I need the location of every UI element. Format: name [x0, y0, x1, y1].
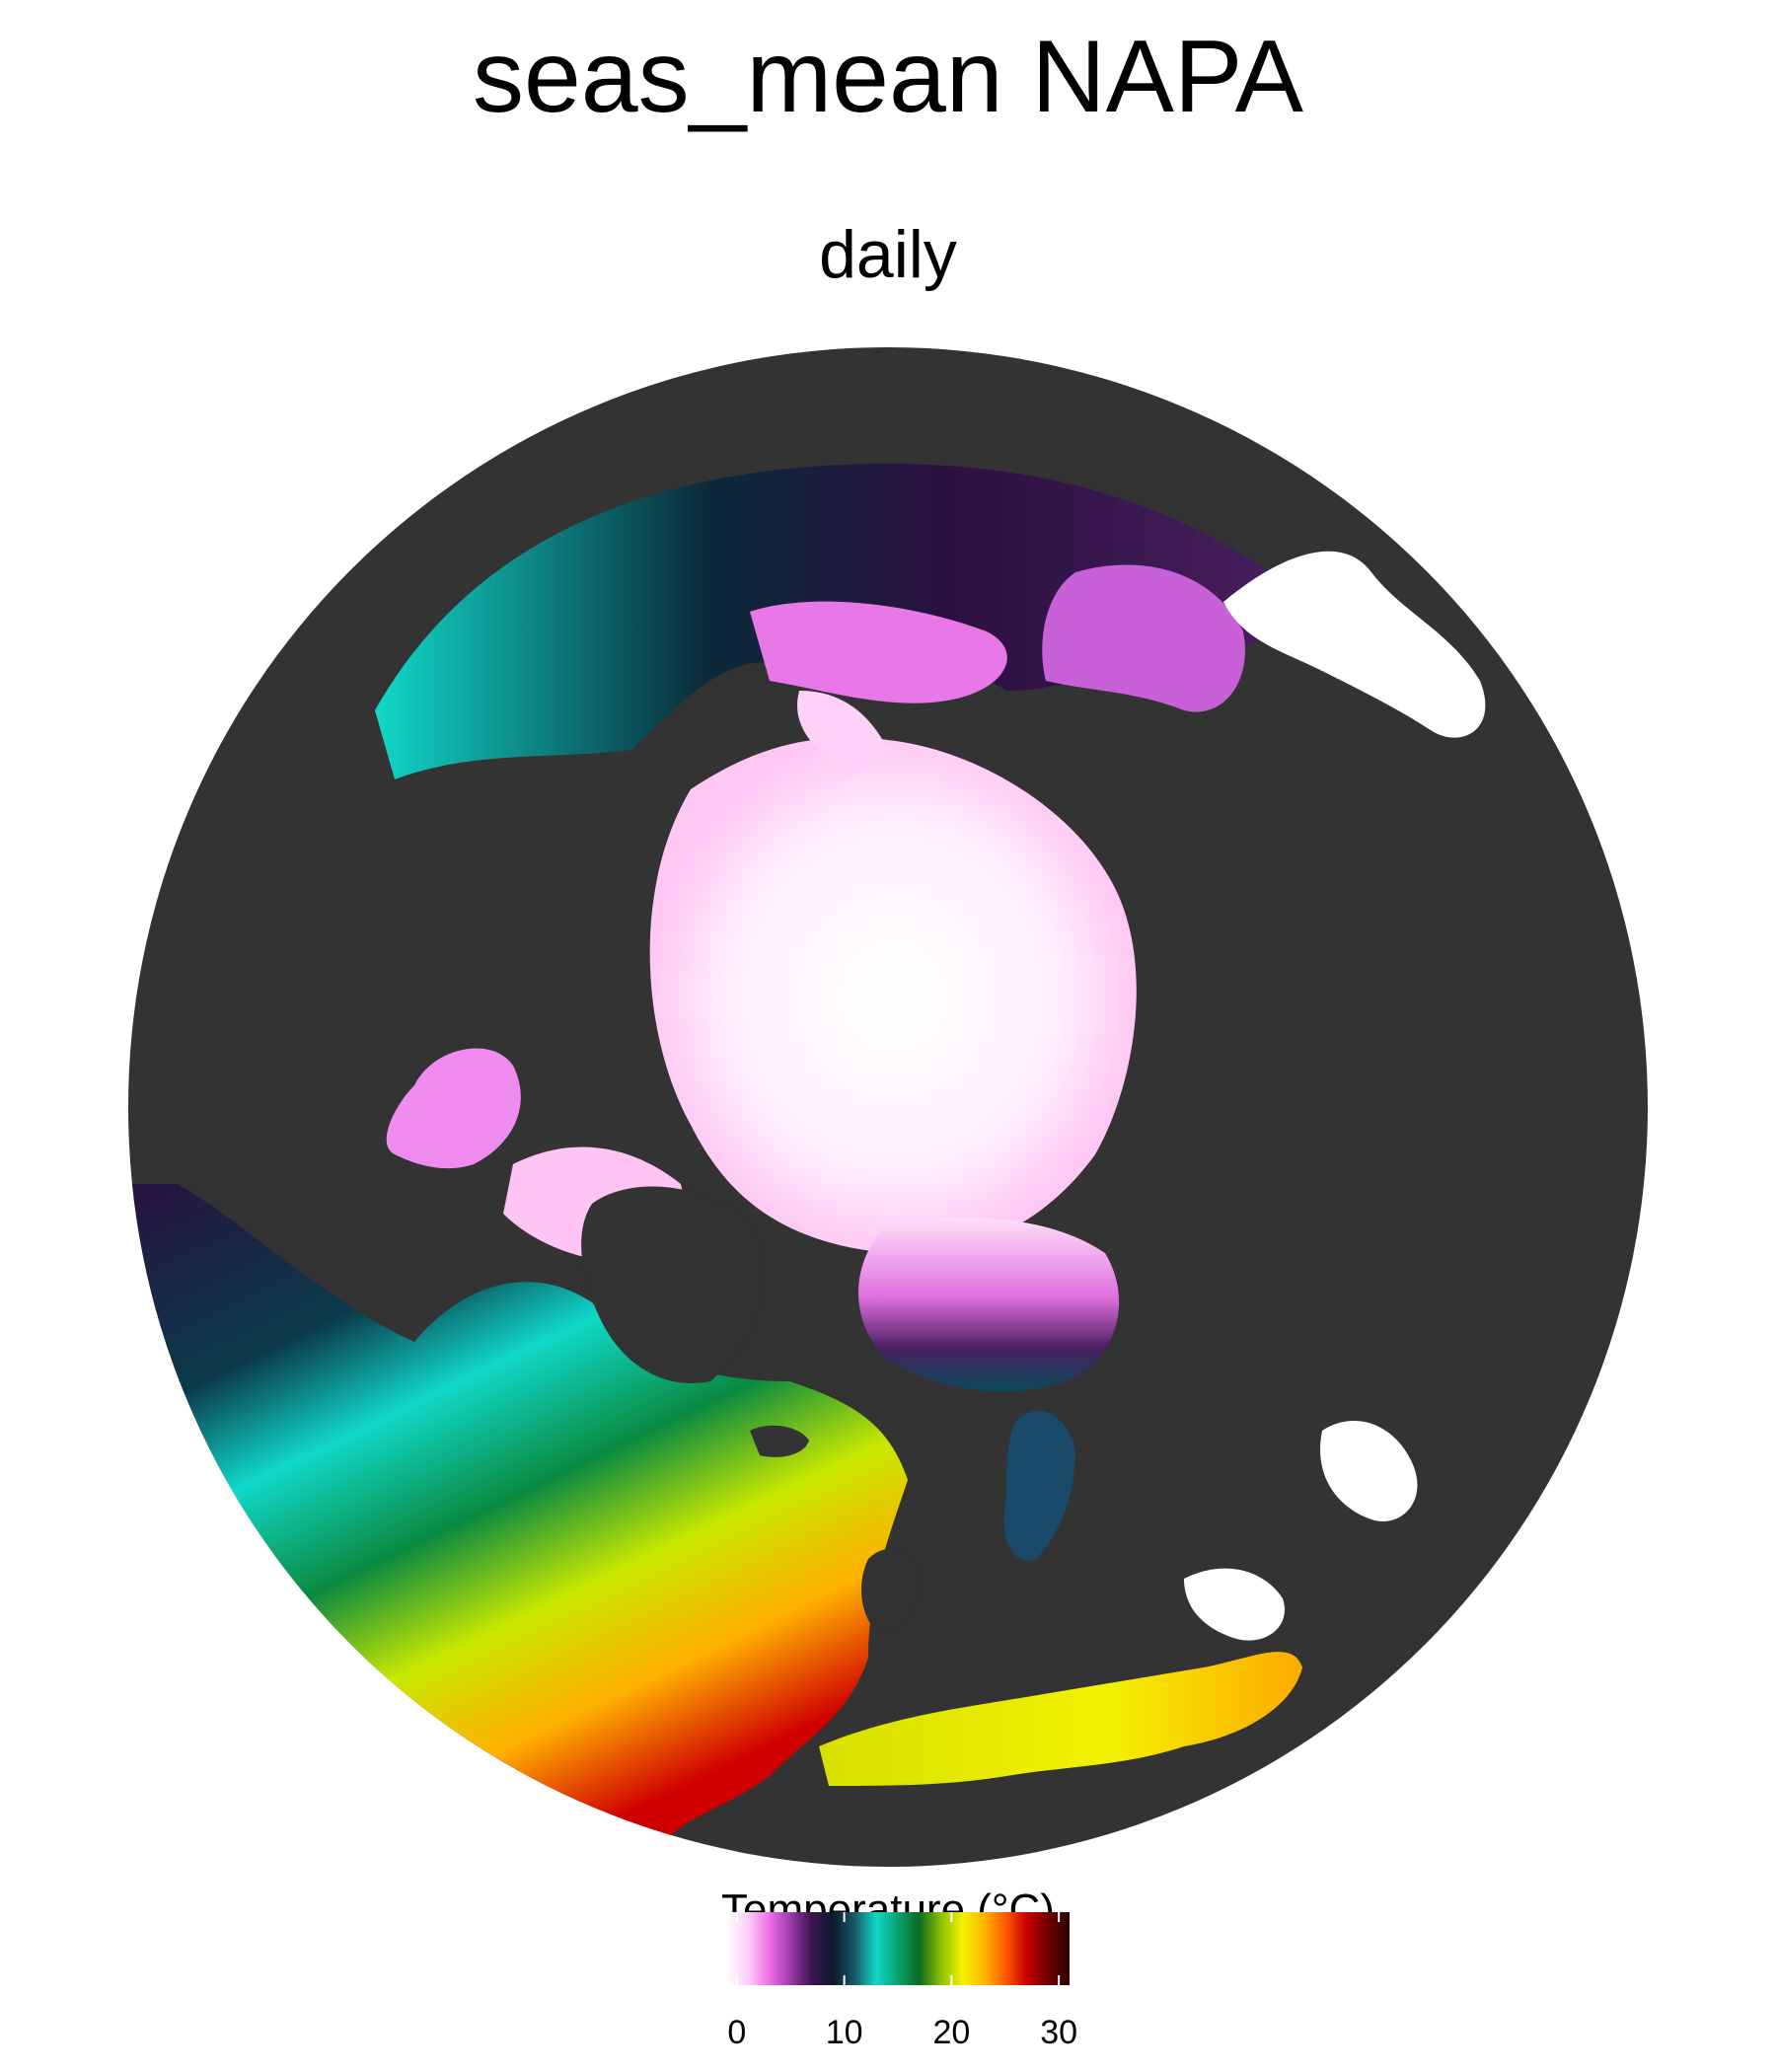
sea-of-okhotsk: [1042, 564, 1245, 712]
masked-islands: [1184, 551, 1486, 1641]
barents-sea: [858, 1218, 1120, 1392]
iceland: [750, 1425, 809, 1457]
arctic-ocean: [649, 737, 1137, 1255]
greenland: [581, 1186, 765, 1383]
colorbar-ticks: [735, 1912, 1061, 1985]
hudson-bay: [386, 1048, 521, 1169]
kamchatka-mask: [1223, 551, 1486, 738]
colorbar-fill: [726, 1912, 1070, 1985]
black-sea-mask: [1184, 1568, 1285, 1641]
colorbar-tick-label: 0: [727, 2014, 747, 2051]
bering-strait: [797, 691, 888, 779]
colorbar: [726, 1912, 1070, 1985]
globe: [128, 347, 1648, 1867]
mediterranean-sea: [819, 1652, 1302, 1786]
colorbar-tick-label: 10: [825, 2014, 863, 2051]
british-isles: [861, 1548, 923, 1631]
caspian-mask: [1320, 1421, 1418, 1521]
map-title: seas_mean NAPA: [472, 20, 1304, 134]
colorbar-tick-label: 20: [932, 2014, 971, 2051]
baltic-sea: [1003, 1411, 1075, 1561]
map-subtitle: daily: [819, 217, 957, 292]
bering-sea: [750, 601, 1007, 703]
colorbar-tick-label: 30: [1040, 2014, 1078, 2051]
